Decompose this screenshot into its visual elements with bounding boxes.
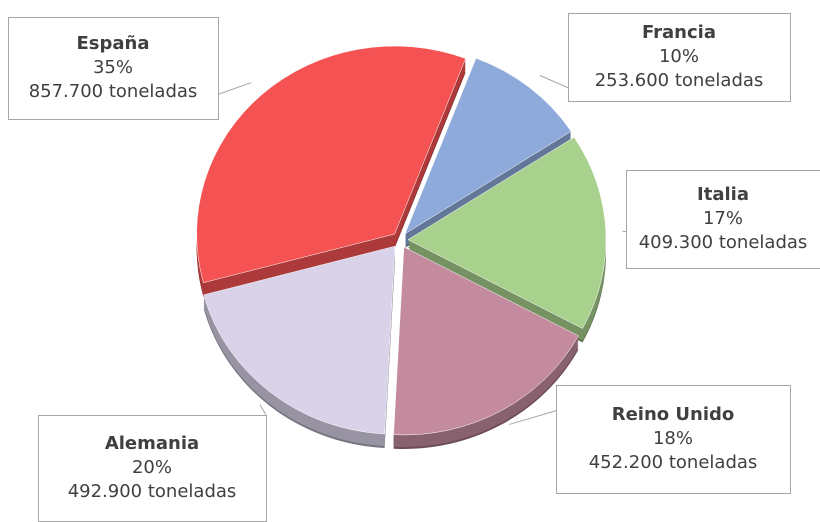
label-amount: 253.600 toneladas <box>595 70 764 91</box>
label-percent: 10% <box>659 46 699 67</box>
label-box <box>38 415 267 522</box>
label-percent: 18% <box>653 428 693 449</box>
slice <box>196 45 466 284</box>
label-box <box>8 17 219 120</box>
label-name: Reino Unido <box>612 404 735 425</box>
label-name: Francia <box>642 22 716 43</box>
slice <box>404 57 572 235</box>
label-name: Alemania <box>105 433 199 454</box>
leader-line <box>217 82 252 95</box>
label-amount: 857.700 toneladas <box>29 81 198 102</box>
label-percent: 17% <box>703 208 743 229</box>
label-amount: 409.300 toneladas <box>639 232 808 253</box>
leader-line <box>259 404 267 416</box>
label-name: Italia <box>697 184 749 205</box>
slice <box>407 136 607 329</box>
label-percent: 20% <box>132 457 172 478</box>
label-name: España <box>76 33 149 54</box>
slice <box>393 246 579 436</box>
label-percent: 35% <box>93 57 133 78</box>
leader-line <box>539 75 569 89</box>
label-box <box>556 385 791 494</box>
label-box <box>568 13 791 102</box>
label-box <box>626 170 820 269</box>
slice <box>203 245 396 435</box>
label-amount: 492.900 toneladas <box>68 481 237 502</box>
label-amount: 452.200 toneladas <box>589 452 758 473</box>
leader-line <box>509 410 557 425</box>
leader-line <box>622 230 627 233</box>
